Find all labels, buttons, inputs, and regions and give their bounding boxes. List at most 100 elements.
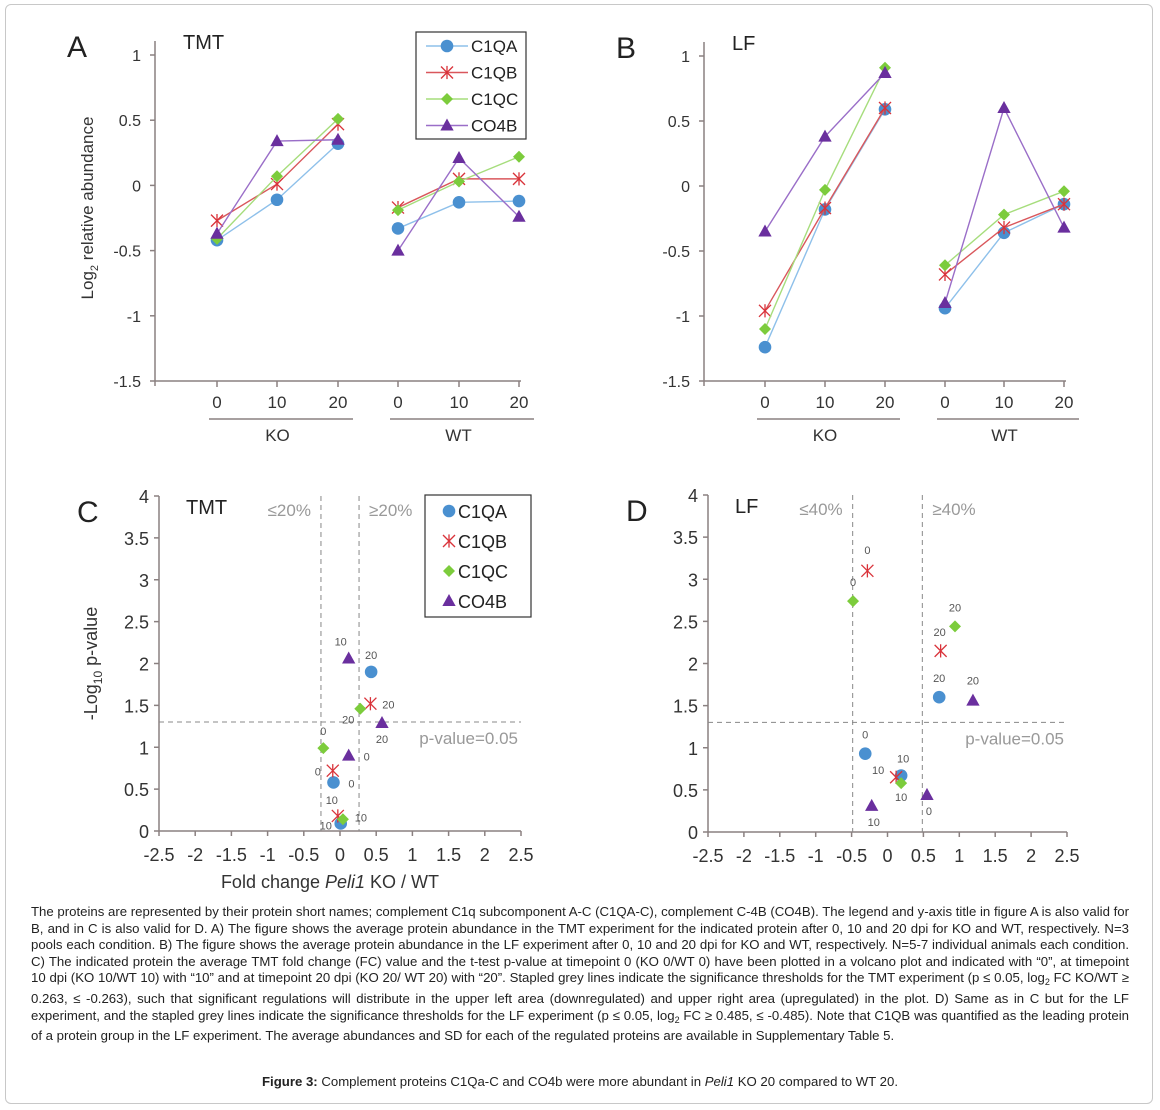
- x-tick-label: 1.5: [983, 846, 1008, 866]
- series-c1qc: 0 10 20: [317, 702, 367, 826]
- legend-label: C1QB: [471, 64, 517, 83]
- marker-asterisk: [210, 214, 224, 228]
- marker-diamond: [443, 565, 455, 577]
- point-label: 10: [895, 792, 907, 804]
- marker-asterisk: [363, 697, 377, 711]
- marker-triangle: [210, 226, 224, 239]
- series-c1qc: [211, 112, 525, 245]
- panel-b: B LF 1 0.5 0 -0.5 -1 -1.5 0 10 20 KO 0 10 20 WT: [616, 32, 1079, 445]
- point-label: 10: [326, 795, 338, 807]
- marker-diamond: [453, 175, 465, 188]
- marker-asterisk: [860, 564, 874, 578]
- x-tick-label: -1: [260, 845, 276, 865]
- pvalue-label: p-value=0.05: [965, 729, 1064, 748]
- marker-triangle: [452, 151, 466, 164]
- x-tick-label: -2.5: [143, 845, 174, 865]
- x-tick-label: 2.5: [508, 845, 533, 865]
- figure-frame: [5, 4, 1153, 1104]
- panel-title: LF: [735, 496, 758, 518]
- x-tick-label: 0.5: [911, 846, 936, 866]
- marker-asterisk: [818, 201, 832, 215]
- x-tick-label: 1.5: [436, 845, 461, 865]
- x-tick-label: -1.5: [764, 846, 795, 866]
- point-label: 0: [926, 806, 932, 818]
- point-label: 20: [365, 650, 377, 662]
- point-label: 10: [320, 820, 332, 832]
- y-tick-label: 2: [139, 655, 149, 675]
- group-label: WT: [445, 426, 471, 445]
- y-tick-label: 4: [688, 486, 698, 506]
- marker-triangle: [442, 594, 456, 607]
- marker-circle: [858, 747, 872, 760]
- marker-asterisk: [758, 304, 772, 318]
- marker-asterisk: [512, 172, 526, 186]
- marker-circle: [452, 196, 466, 209]
- x-tick-label: -2: [736, 846, 752, 866]
- marker-circle: [440, 39, 454, 53]
- point-label: 10: [872, 765, 884, 777]
- panel-a: A TMT 1 0.5 0 -0.5 -1 -1.5 0 10 20 KO 0 10 20 WT Log2 re…: [67, 31, 534, 445]
- series-line: [764, 108, 886, 348]
- y-tick-label: 1.5: [673, 697, 698, 717]
- y-tick-label: 0.5: [673, 781, 698, 801]
- series-line: [944, 106, 1065, 304]
- x-tick-label: 2: [480, 845, 490, 865]
- y-tick-label: 3: [688, 570, 698, 590]
- figure-title-pre: Complement proteins C1Qa-C and CO4b were…: [321, 1074, 705, 1089]
- y-tick-label: 0.5: [668, 114, 690, 131]
- marker-circle: [364, 665, 378, 679]
- panel-letter: D: [626, 495, 648, 528]
- y-tick-label: -0.5: [113, 244, 141, 261]
- series-c1qb: 0 10 20: [315, 697, 395, 823]
- figure-title-gene: Peli1: [704, 1074, 735, 1089]
- marker-circle: [932, 690, 946, 704]
- marker-diamond: [271, 170, 283, 183]
- legend-label: C1QC: [471, 90, 518, 109]
- marker-triangle: [878, 65, 892, 78]
- y-tick-label: -1.5: [662, 374, 690, 391]
- threshold-label-right: ≥20%: [369, 501, 412, 520]
- legend-item-c1qb: C1QB: [442, 532, 507, 552]
- x-tick-label: 2: [1026, 846, 1036, 866]
- marker-triangle: [342, 748, 356, 761]
- point-label: 20: [376, 734, 388, 746]
- marker-circle: [758, 340, 772, 354]
- series-co4b: [758, 65, 1071, 309]
- legend: C1QA C1QB C1QC CO4B: [424, 494, 532, 618]
- subscript: 2: [674, 1014, 680, 1025]
- marker-triangle: [920, 787, 934, 800]
- marker-triangle: [865, 798, 879, 811]
- y-tick-label: -1: [127, 309, 141, 326]
- panel-d: D LF 0 0.5 1 1.5 2 2.5 3 3.5 4 -2.5 -2 -1.5 -1 -0.5 0 0.5…: [626, 486, 1080, 866]
- legend-item-co4b: CO4B: [426, 117, 517, 136]
- y-tick-label: 0.5: [124, 780, 149, 800]
- y-tick-label: 0.5: [119, 113, 141, 130]
- y-tick-label: 3.5: [673, 528, 698, 548]
- y-tick-label: 2: [688, 655, 698, 675]
- point-label: 20: [342, 715, 354, 727]
- marker-diamond: [441, 93, 453, 105]
- legend-label: C1QB: [458, 532, 507, 552]
- series-line: [764, 67, 886, 330]
- marker-diamond: [513, 150, 525, 163]
- x-tick-label: 20: [329, 393, 348, 412]
- x-tick-label: -2.5: [692, 846, 723, 866]
- x-tick-label: 0: [212, 393, 221, 412]
- y-tick-label: 2.5: [124, 613, 149, 633]
- marker-asterisk: [442, 534, 456, 548]
- x-tick-label: -1.5: [216, 845, 247, 865]
- figure-caption: The proteins are represented by their pr…: [31, 904, 1129, 1045]
- marker-triangle: [818, 129, 832, 142]
- marker-triangle: [440, 118, 454, 131]
- marker-circle: [270, 193, 284, 207]
- caption-paragraph: The proteins are represented by their pr…: [31, 904, 1130, 1044]
- threshold-label-left: ≤40%: [799, 500, 842, 519]
- marker-diamond: [948, 620, 961, 633]
- legend: C1QA C1QB C1QC CO4B: [415, 31, 527, 140]
- x-tick-label: 10: [268, 393, 287, 412]
- y-tick-label: -1.5: [113, 374, 141, 391]
- legend-box: [424, 494, 532, 618]
- legend-label: CO4B: [471, 117, 517, 136]
- legend-item-c1qa: C1QA: [426, 37, 518, 56]
- y-tick-label: 1: [139, 738, 149, 758]
